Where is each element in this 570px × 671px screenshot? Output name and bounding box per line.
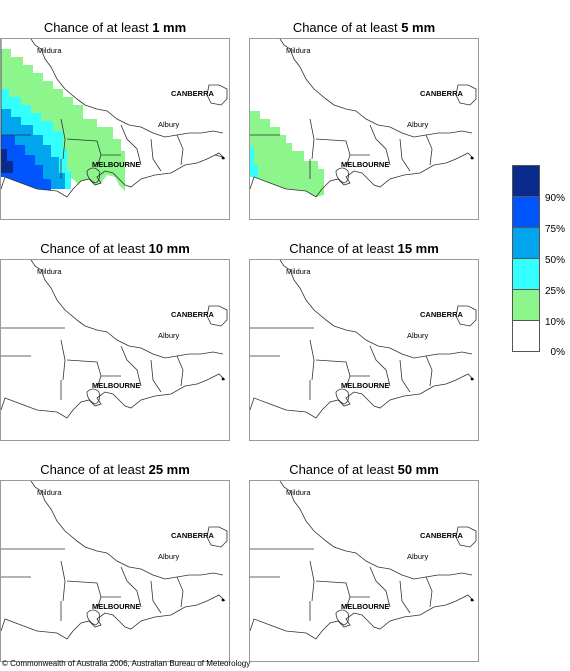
- panel-title-15mm: Chance of at least 15 mm: [289, 241, 439, 256]
- place-label-mildura: Mildura: [286, 488, 311, 497]
- legend-swatch-90-100: [512, 165, 540, 197]
- place-label-canberra: CANBERRA: [420, 310, 464, 319]
- state-borders: [250, 260, 477, 419]
- place-label-mildura: Mildura: [286, 267, 311, 276]
- state-borders: [1, 39, 228, 198]
- panel-title-10mm: Chance of at least 10 mm: [40, 241, 190, 256]
- state-borders: [1, 481, 228, 640]
- place-markers: Mildura CANBERRA Albury MELBOURNE: [286, 488, 474, 611]
- legend-swatch-25-50: [512, 258, 540, 290]
- map-50mm: Mildura CANBERRA Albury MELBOURNE: [249, 480, 479, 662]
- place-label-melbourne: MELBOURNE: [341, 160, 389, 169]
- panel-title-25mm: Chance of at least 25 mm: [40, 462, 190, 477]
- legend-label-25: 25%: [544, 286, 565, 297]
- legend-label-90: 90%: [544, 193, 565, 204]
- legend-colorbar: [512, 165, 540, 352]
- legend-swatch-10-25: [512, 289, 540, 321]
- place-label-melbourne: MELBOURNE: [92, 160, 140, 169]
- panel-title-1mm: Chance of at least 1 mm: [43, 20, 187, 35]
- panel-title-5mm: Chance of at least 5 mm: [292, 20, 436, 35]
- place-label-mildura: Mildura: [37, 46, 62, 55]
- legend-swatch-75-90: [512, 196, 540, 228]
- rain-probability-shading: [1, 49, 229, 219]
- state-borders: [250, 481, 477, 640]
- place-markers: Mildura CANBERRA Albury MELBOURNE: [37, 46, 225, 169]
- legend-swatch-50-75: [512, 227, 540, 259]
- place-markers: Mildura CANBERRA Albury MELBOURNE: [286, 46, 474, 169]
- place-label-albury: Albury: [407, 120, 429, 129]
- legend-label-75: 75%: [544, 224, 565, 235]
- place-label-albury: Albury: [158, 331, 180, 340]
- place-label-melbourne: MELBOURNE: [341, 602, 389, 611]
- legend-swatch-0-10: [512, 320, 540, 352]
- place-label-melbourne: MELBOURNE: [92, 381, 140, 390]
- place-markers: Mildura CANBERRA Albury MELBOURNE: [37, 488, 225, 611]
- place-label-canberra: CANBERRA: [171, 89, 215, 98]
- rain-probability-shading: [250, 111, 324, 197]
- place-label-albury: Albury: [407, 331, 429, 340]
- state-borders: [1, 260, 228, 419]
- map-15mm: Mildura CANBERRA Albury MELBOURNE: [249, 259, 479, 441]
- map-10mm: Mildura CANBERRA Albury MELBOURNE: [0, 259, 230, 441]
- place-markers: Mildura CANBERRA Albury MELBOURNE: [37, 267, 225, 390]
- state-borders: [250, 39, 477, 198]
- copyright-notice: © Commonwealth of Australia 2006, Austra…: [2, 659, 251, 668]
- place-label-canberra: CANBERRA: [420, 531, 464, 540]
- place-label-albury: Albury: [158, 552, 180, 561]
- place-label-mildura: Mildura: [37, 488, 62, 497]
- map-1mm: Mildura CANBERRA Albury MELBOURNE: [0, 38, 230, 220]
- place-label-albury: Albury: [158, 120, 180, 129]
- legend-label-0: 0%: [550, 347, 565, 358]
- place-label-mildura: Mildura: [37, 267, 62, 276]
- legend-label-50: 50%: [544, 255, 565, 266]
- map-25mm: Mildura CANBERRA Albury MELBOURNE: [0, 480, 230, 662]
- place-label-canberra: CANBERRA: [171, 531, 215, 540]
- legend-label-10: 10%: [544, 317, 565, 328]
- place-label-melbourne: MELBOURNE: [92, 602, 140, 611]
- panel-title-50mm: Chance of at least 50 mm: [289, 462, 439, 477]
- place-label-canberra: CANBERRA: [171, 310, 215, 319]
- place-label-canberra: CANBERRA: [420, 89, 464, 98]
- map-5mm: Mildura CANBERRA Albury MELBOURNE: [249, 38, 479, 220]
- place-markers: Mildura CANBERRA Albury MELBOURNE: [286, 267, 474, 390]
- place-label-mildura: Mildura: [286, 46, 311, 55]
- place-label-melbourne: MELBOURNE: [341, 381, 389, 390]
- place-label-albury: Albury: [407, 552, 429, 561]
